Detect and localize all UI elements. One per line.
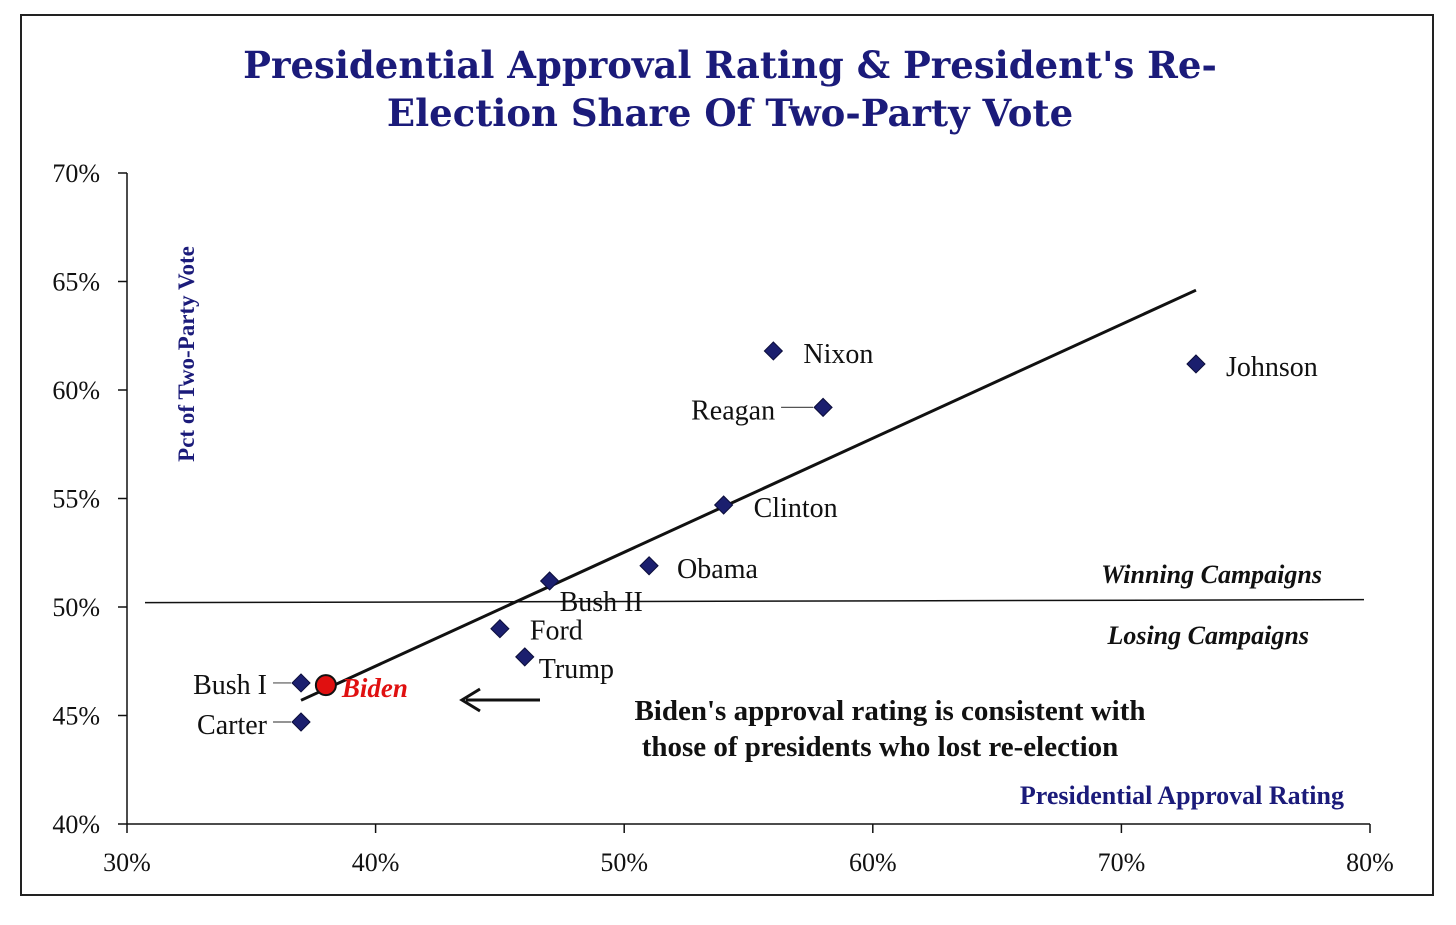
- annotation-arrow: [459, 687, 540, 713]
- data-point-johnson: [1186, 354, 1206, 374]
- region-label-winning: Winning Campaigns: [1101, 560, 1322, 589]
- y-tick-label-4: 60%: [52, 376, 100, 405]
- point-label-clinton: Clinton: [754, 493, 838, 524]
- point-label-bush-ii: Bush II: [560, 587, 643, 618]
- annotation-line-2: those of presidents who lost re-election: [642, 731, 1119, 763]
- x-tick-label-2: 50%: [600, 848, 648, 877]
- data-point-clinton: [713, 495, 734, 515]
- point-label-bush-i: Bush I: [193, 670, 267, 701]
- scatter-chart: Presidential Approval Rating & President…: [52, 43, 1394, 877]
- data-point-obama: [639, 556, 659, 576]
- point-label-trump: Trump: [539, 654, 614, 685]
- data-point-carter: [291, 712, 311, 732]
- reference-line-group: [144, 598, 1365, 604]
- x-tick-label-3: 60%: [849, 848, 897, 877]
- chart-frame: Presidential Approval Rating & President…: [20, 14, 1434, 896]
- axes: 40%45%50%55%60%65%70%30% 40% 50% 60% 70% 80%: [52, 159, 1394, 877]
- point-label-reagan: Reagan: [691, 395, 775, 426]
- y-tick-label-5: 65%: [52, 268, 100, 297]
- data-point-reagan: [813, 397, 833, 418]
- win-lose-threshold-line: [144, 598, 1365, 604]
- y-tick-label-2: 50%: [52, 593, 100, 622]
- point-label-obama: Obama: [677, 554, 758, 585]
- point-labels: Nixon Johnson Reagan Clinton Obama Bush IIFor…: [193, 339, 1318, 741]
- data-point-biden-highlight: [314, 674, 337, 697]
- data-point-trump: [515, 647, 535, 667]
- data-point-ford: [490, 618, 510, 639]
- data-point-nixon: [763, 341, 784, 361]
- data-point-bush-i: [291, 673, 311, 693]
- x-tick-label-0: 30%: [103, 848, 151, 877]
- x-axis-label: Presidential Approval Rating: [1020, 781, 1344, 810]
- y-tick-label-3: 55%: [52, 485, 100, 514]
- region-label-losing: Losing Campaigns: [1106, 621, 1309, 650]
- y-tick-label-0: 40%: [52, 810, 100, 839]
- point-label-biden: Biden: [341, 673, 408, 703]
- annotation-line-1: Biden's approval rating is consistent wi…: [634, 695, 1145, 727]
- point-label-carter: Carter: [197, 710, 268, 741]
- x-tick-label-1: 40%: [352, 848, 400, 877]
- point-label-johnson: Johnson: [1226, 352, 1318, 383]
- trendline: [300, 288, 1197, 702]
- y-tick-label-6: 70%: [52, 159, 100, 188]
- y-tick-label-1: 45%: [52, 702, 100, 731]
- chart-title-line-1: Presidential Approval Rating & President…: [243, 43, 1217, 87]
- chart-title-line-2: Election Share Of Two-Party Vote: [387, 91, 1073, 135]
- data-point-bush-ii: [539, 571, 560, 591]
- point-label-nixon: Nixon: [803, 339, 873, 370]
- data-points: [291, 341, 1206, 732]
- x-tick-label-5: 80%: [1346, 848, 1394, 877]
- point-label-ford: Ford: [530, 616, 583, 647]
- y-axis-label: Pct of Two-Party Vote: [174, 246, 199, 462]
- x-tick-label-4: 70%: [1098, 848, 1146, 877]
- trendline-group: [300, 288, 1197, 702]
